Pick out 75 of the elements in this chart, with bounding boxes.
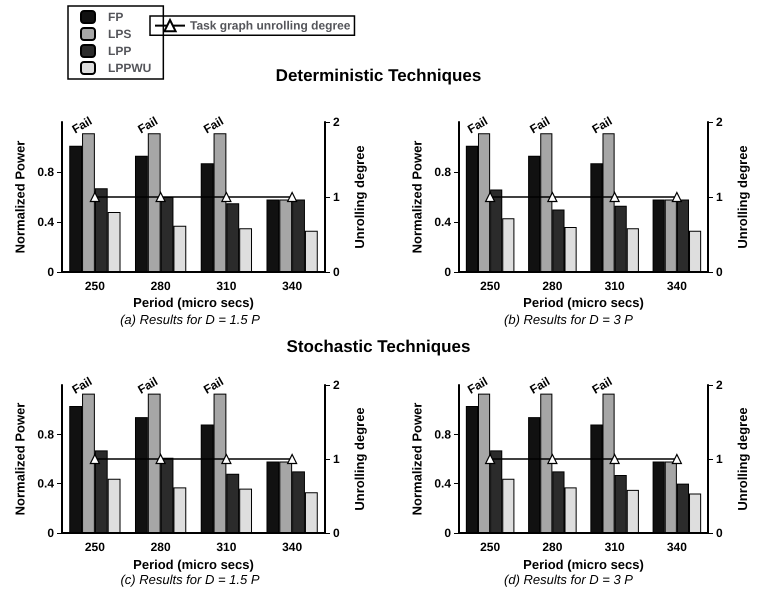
y2-tick-label: 2 (716, 378, 723, 392)
x-tick-label: 310 (216, 540, 237, 554)
x-tick-label: 280 (542, 279, 563, 293)
y-tick-label: 0 (444, 526, 452, 540)
annotation: Fail (70, 114, 94, 136)
x-tick-label: 340 (282, 540, 302, 554)
y2-axis-title: Unrolling degree (735, 407, 750, 511)
x-axis-title: Period (micro secs) (523, 556, 644, 572)
legend-label: LPPWU (108, 61, 152, 75)
y-axis-title: Normalized Power (409, 402, 424, 516)
legend-label: FP (108, 10, 124, 24)
y2-tick-label: 2 (716, 115, 723, 129)
y2-tick-label: 1 (716, 190, 723, 204)
annotation: Fail (201, 114, 226, 136)
annotation: Fail (527, 374, 552, 397)
y-tick-label: 0.8 (37, 165, 54, 179)
x-tick-label: 340 (666, 540, 688, 554)
annotation: Fail (590, 374, 615, 397)
text: (d) Results for D = 3 P (503, 572, 634, 587)
y-tick-label: 0.8 (434, 165, 452, 179)
y-tick-label: 0.8 (37, 427, 54, 442)
annotation: Fail (527, 114, 552, 136)
x-tick-label: 310 (604, 279, 625, 293)
y2-tick-label: 2 (333, 115, 340, 129)
annotation: Fail (201, 374, 226, 397)
y-tick-label: 0 (47, 526, 54, 540)
annotation: Fail (465, 114, 490, 136)
annotation: Fail (70, 374, 94, 397)
x-axis-title: Period (micro secs) (523, 295, 644, 310)
y2-axis-title: Unrolling degree (352, 407, 367, 511)
x-tick-label: 250 (480, 279, 500, 293)
x-tick-label: 340 (666, 279, 688, 293)
y2-tick-label: 1 (333, 190, 340, 204)
x-tick-label: 280 (150, 279, 171, 293)
text: Deterministic Techniques (276, 66, 482, 85)
y-tick-label: 0 (47, 265, 54, 279)
x-tick-label: 310 (604, 540, 625, 554)
x-tick-label: 340 (282, 279, 302, 293)
legend-label: LPP (108, 44, 132, 58)
text: (b) Results for D = 3 P (503, 312, 634, 327)
x-tick-label: 310 (216, 279, 237, 293)
x-tick-label: 280 (150, 540, 171, 554)
annotation: Fail (590, 114, 615, 136)
y2-tick-label: 0 (716, 265, 723, 279)
x-axis-title: Period (micro secs) (133, 295, 254, 310)
y-axis-title: Normalized Power (409, 140, 424, 254)
y2-tick-label: 1 (716, 452, 723, 466)
x-tick-label: 250 (84, 540, 106, 554)
legend-label: Task graph unrolling degree (190, 18, 351, 33)
legend-label: LPS (108, 27, 132, 41)
y2-tick-label: 2 (333, 378, 340, 392)
y-tick-label: 0.4 (434, 215, 452, 229)
x-tick-label: 250 (84, 279, 106, 293)
y-tick-label: 0.4 (37, 215, 54, 229)
y-axis-title: Normalized Power (12, 402, 28, 516)
y-tick-label: 0.8 (434, 427, 452, 442)
y2-tick-label: 0 (333, 265, 340, 279)
y2-axis-title: Unrolling degree (735, 145, 750, 249)
x-tick-label: 250 (480, 540, 500, 554)
y-tick-label: 0 (444, 265, 452, 279)
y-tick-label: 0.4 (434, 476, 452, 491)
text: (a) Results for D = 1.5 P (119, 312, 261, 327)
annotation: Fail (135, 114, 160, 136)
text: Stochastic Techniques (286, 337, 472, 357)
x-axis-title: Period (micro secs) (133, 556, 254, 572)
annotation: Fail (465, 374, 490, 397)
y2-tick-label: 1 (333, 452, 340, 466)
text: (c) Results for D = 1.5 P (119, 572, 261, 587)
y-axis-title: Normalized Power (12, 140, 28, 254)
x-tick-label: 280 (542, 540, 563, 554)
y-tick-label: 0.4 (37, 476, 54, 491)
y2-tick-label: 0 (716, 526, 723, 540)
y2-tick-label: 0 (333, 526, 340, 540)
y2-axis-title: Unrolling degree (352, 145, 367, 249)
annotation: Fail (135, 374, 160, 397)
